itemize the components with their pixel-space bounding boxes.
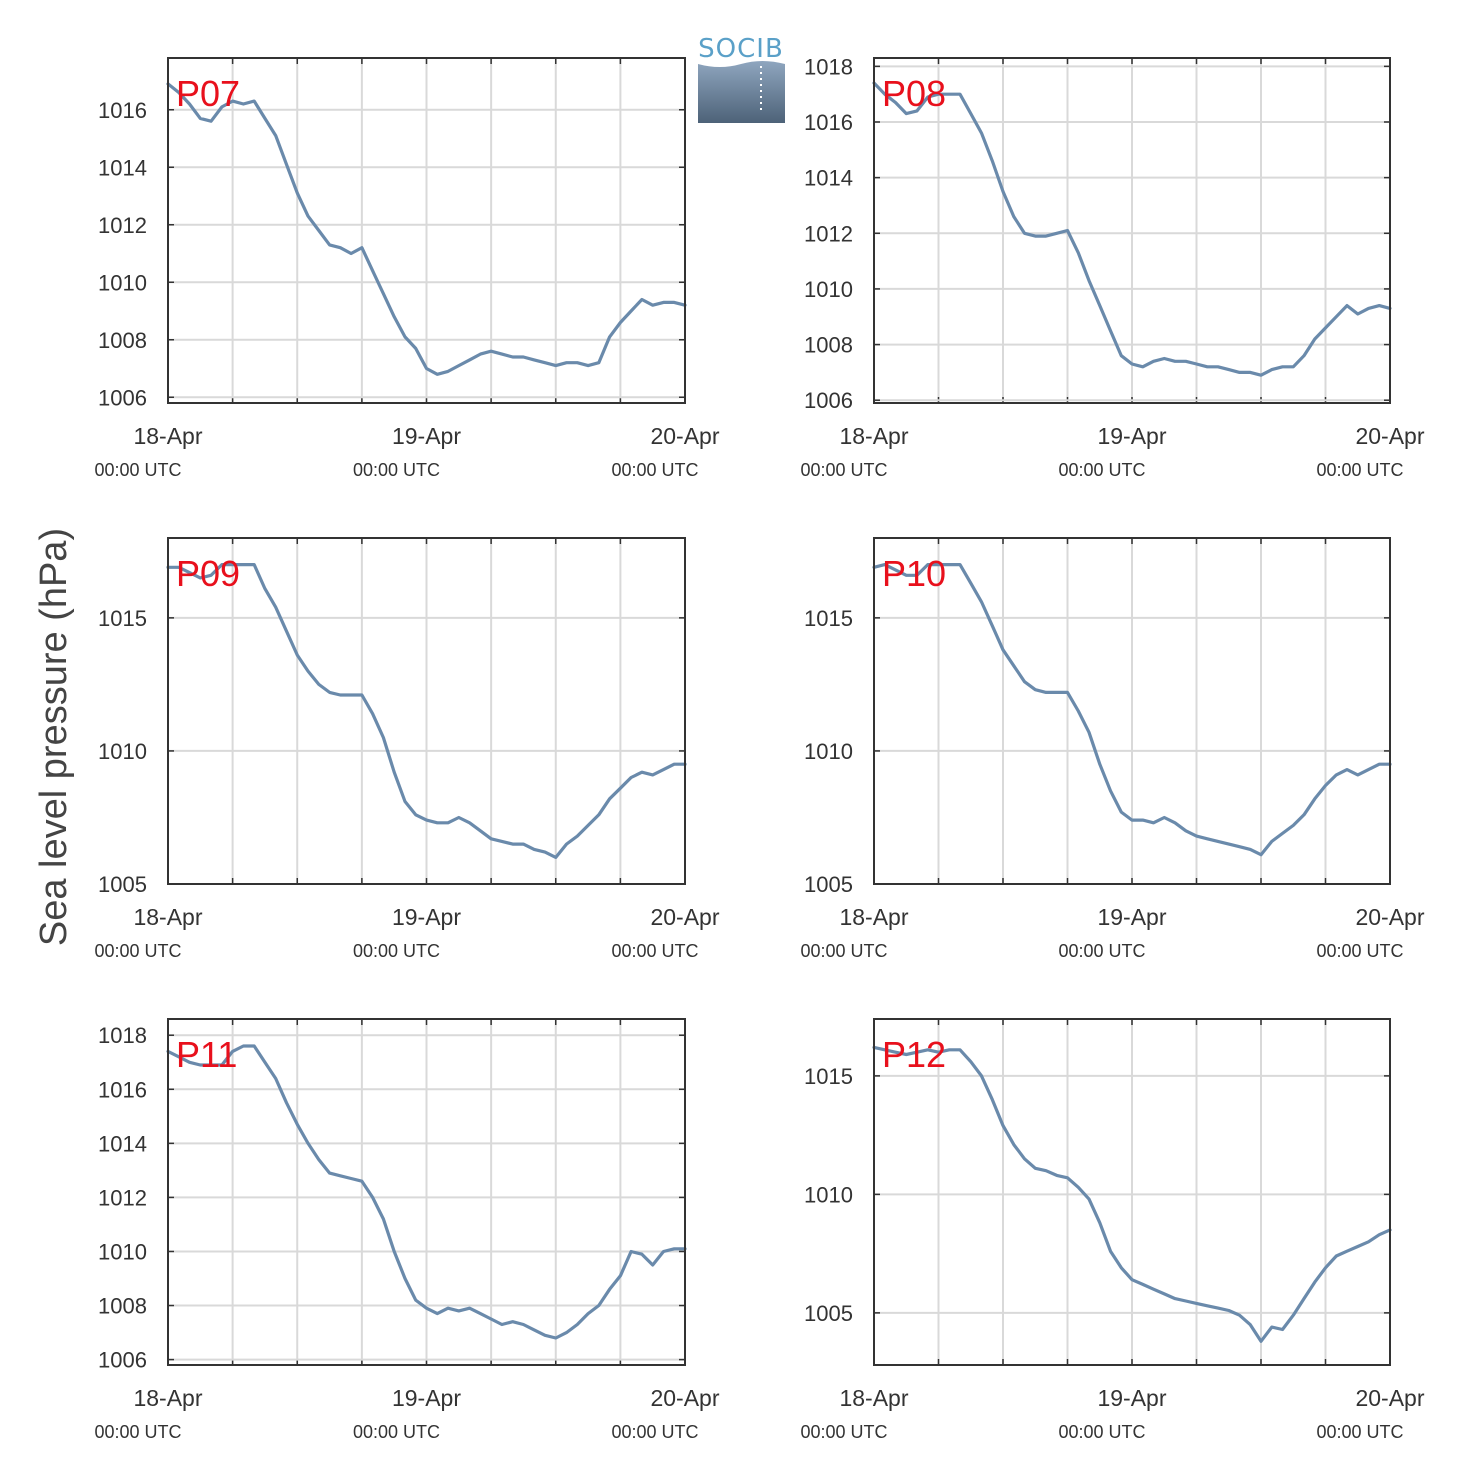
x-tick-date-label: 20-Apr	[650, 1385, 719, 1411]
y-tick-label: 1010	[98, 739, 147, 764]
x-tick-time-label: 00:00 UTC	[353, 941, 440, 961]
panel-p10: 1005 1010 1015 18-Apr 00:00 UTC 19-Apr 00:00 U…	[800, 537, 1425, 961]
plot-frame	[873, 1018, 1391, 1366]
x-tick-time-label: 00:00 UTC	[1058, 460, 1145, 480]
panel-p07: 1006 1008 1010 1012 1014 1016 18-Apr 00:00 UTC 1…	[94, 57, 720, 480]
x-tick-date-label: 20-Apr	[1355, 904, 1424, 930]
x-tick-time-label: 00:00 UTC	[1316, 1422, 1403, 1442]
x-tick-date-label: 19-Apr	[1097, 423, 1166, 449]
y-axis-label: Sea level pressure (hPa)	[33, 528, 75, 946]
x-tick-date-label: 19-Apr	[392, 904, 461, 930]
x-tick-time-label: 00:00 UTC	[353, 460, 440, 480]
socib-logo: SOCIB	[698, 34, 785, 123]
x-tick-date-label: 20-Apr	[1355, 1385, 1424, 1411]
y-tick-label: 1010	[804, 1182, 853, 1207]
y-tick-label: 1008	[98, 1294, 147, 1319]
x-tick-date-label: 18-Apr	[133, 1385, 202, 1411]
y-tick-label: 1018	[98, 1023, 147, 1048]
panel-name-label: P09	[176, 553, 240, 594]
panel-name-label: P10	[882, 553, 946, 594]
y-tick-label: 1008	[98, 328, 147, 353]
x-tick-date-label: 18-Apr	[839, 904, 908, 930]
logo-water-icon	[698, 61, 785, 123]
x-tick-time-label: 00:00 UTC	[1058, 1422, 1145, 1442]
y-tick-label: 1005	[804, 872, 853, 897]
panel-p08: 1006 1008 1010 1012 1014 1016 1018 18-Apr 00:00 …	[800, 54, 1424, 480]
y-tick-label: 1012	[98, 213, 147, 238]
y-tick-label: 1012	[98, 1185, 147, 1210]
y-tick-label: 1010	[804, 277, 853, 302]
y-tick-label: 1006	[98, 1348, 147, 1373]
series-line	[872, 1045, 1392, 1343]
x-tick-time-label: 00:00 UTC	[800, 460, 887, 480]
panel-name-label: P11	[176, 1034, 237, 1075]
panel-name-label: P07	[176, 73, 240, 114]
plot-frame	[873, 537, 1391, 885]
x-tick-time-label: 00:00 UTC	[94, 941, 181, 961]
x-tick-time-label: 00:00 UTC	[800, 1422, 887, 1442]
y-tick-label: 1018	[804, 54, 853, 79]
panel-p12: 1005 1010 1015 18-Apr 00:00 UTC 19-Apr 00:00 U…	[800, 1018, 1425, 1442]
y-tick-label: 1008	[804, 333, 853, 358]
x-tick-time-label: 00:00 UTC	[94, 1422, 181, 1442]
x-tick-time-label: 00:00 UTC	[94, 460, 181, 480]
series-line	[166, 1044, 687, 1340]
x-tick-date-label: 18-Apr	[839, 423, 908, 449]
x-tick-date-label: 19-Apr	[392, 1385, 461, 1411]
plot-frame	[167, 537, 686, 885]
panel-p09: 1005 1010 1015 18-Apr 00:00 UTC 19-Apr 00:00 U…	[94, 537, 720, 961]
x-tick-date-label: 18-Apr	[133, 423, 202, 449]
logo-text: SOCIB	[698, 34, 784, 64]
y-tick-label: 1016	[804, 110, 853, 135]
y-tick-label: 1014	[804, 166, 853, 191]
y-tick-label: 1012	[804, 221, 853, 246]
y-tick-label: 1005	[98, 872, 147, 897]
series-line	[166, 82, 687, 376]
y-tick-label: 1014	[98, 1131, 147, 1156]
y-tick-label: 1014	[98, 155, 147, 180]
series-line	[872, 81, 1392, 377]
x-tick-time-label: 00:00 UTC	[611, 460, 698, 480]
panel-name-label: P12	[882, 1034, 946, 1075]
x-tick-time-label: 00:00 UTC	[1058, 941, 1145, 961]
plot-frame	[873, 57, 1391, 404]
x-tick-date-label: 20-Apr	[650, 904, 719, 930]
y-tick-label: 1015	[804, 1064, 853, 1089]
y-tick-label: 1006	[98, 385, 147, 410]
x-tick-time-label: 00:00 UTC	[611, 941, 698, 961]
y-tick-label: 1016	[98, 1077, 147, 1102]
x-tick-date-label: 20-Apr	[650, 423, 719, 449]
x-tick-time-label: 00:00 UTC	[1316, 460, 1403, 480]
x-tick-time-label: 00:00 UTC	[800, 941, 887, 961]
x-tick-date-label: 19-Apr	[392, 423, 461, 449]
series-line	[872, 562, 1392, 857]
y-tick-label: 1005	[804, 1301, 853, 1326]
y-tick-label: 1015	[804, 606, 853, 631]
x-tick-time-label: 00:00 UTC	[1316, 941, 1403, 961]
x-tick-date-label: 18-Apr	[133, 904, 202, 930]
x-tick-time-label: 00:00 UTC	[353, 1422, 440, 1442]
y-tick-label: 1010	[98, 1239, 147, 1264]
x-tick-time-label: 00:00 UTC	[611, 1422, 698, 1442]
x-tick-date-label: 18-Apr	[839, 1385, 908, 1411]
x-tick-date-label: 19-Apr	[1097, 904, 1166, 930]
plot-frame	[167, 1018, 686, 1366]
panel-p11: 1006 1008 1010 1012 1014 1016 1018 18-Apr 00:00 …	[94, 1018, 720, 1442]
x-tick-date-label: 19-Apr	[1097, 1385, 1166, 1411]
y-tick-label: 1016	[98, 98, 147, 123]
y-tick-label: 1010	[98, 270, 147, 295]
plot-frame	[167, 57, 686, 404]
series-line	[166, 562, 687, 860]
y-tick-label: 1015	[98, 606, 147, 631]
panel-name-label: P08	[882, 73, 946, 114]
y-tick-label: 1010	[804, 739, 853, 764]
y-tick-label: 1006	[804, 388, 853, 413]
x-tick-date-label: 20-Apr	[1355, 423, 1424, 449]
